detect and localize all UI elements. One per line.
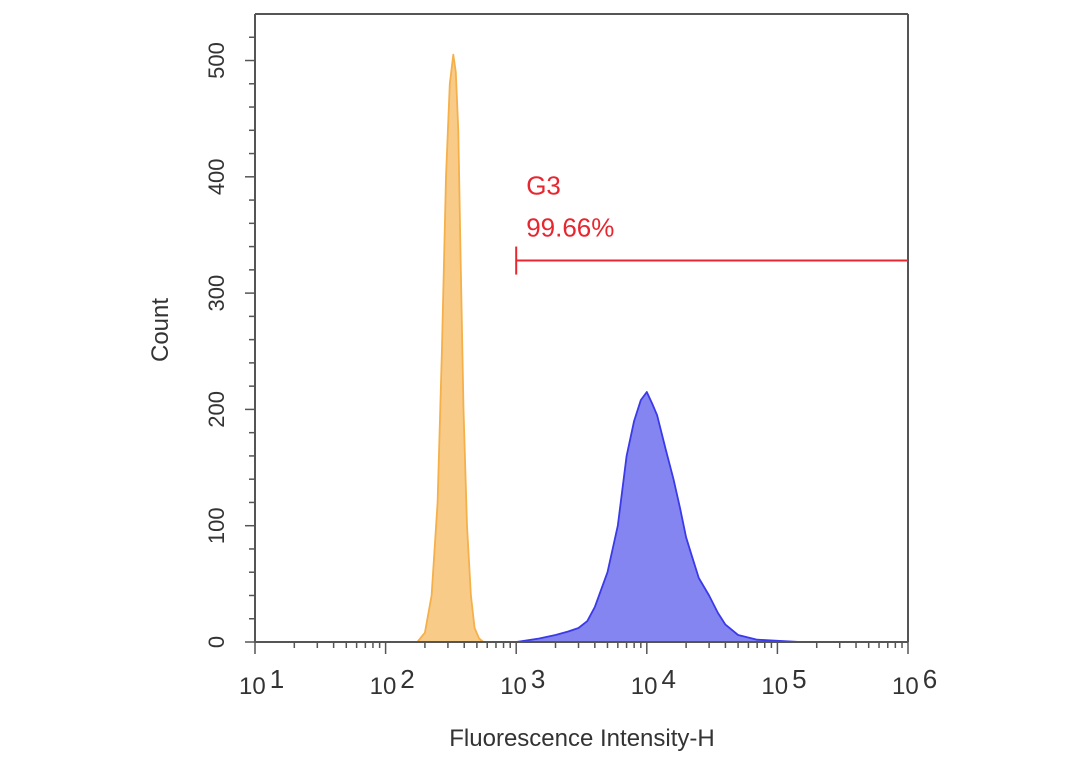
histogram-series-1	[416, 53, 485, 643]
x-tick-label: 10 5	[761, 664, 806, 700]
gate-g3: G3 99.66%	[515, 171, 908, 275]
y-tick-label: 200	[204, 391, 229, 428]
x-tick-label: 10 2	[370, 664, 415, 700]
axes-layer	[254, 13, 909, 643]
y-tick-label: 500	[204, 42, 229, 79]
y-tick-label: 300	[204, 275, 229, 312]
x-tick-label: 10 4	[631, 664, 676, 700]
x-tick-label: 10 1	[239, 664, 284, 700]
x-axis-title: Fluorescence Intensity-H	[449, 725, 714, 752]
x-tick-label: 10 3	[500, 664, 545, 700]
gate-name: G3	[526, 171, 561, 201]
series-layer	[416, 53, 818, 643]
y-tick-label: 100	[204, 507, 229, 544]
y-tick-label: 0	[204, 636, 229, 648]
x-tick-label: 10 6	[892, 664, 937, 700]
histogram-series-2	[515, 391, 818, 643]
y-tick-label: 400	[204, 158, 229, 195]
ticks-layer: 0 100 200 300 400 500 10 1 10 2 10 3 10 4 10 5 10 6	[204, 36, 937, 700]
y-axis-title: Count	[147, 298, 174, 362]
gate-percent: 99.66%	[526, 213, 614, 243]
